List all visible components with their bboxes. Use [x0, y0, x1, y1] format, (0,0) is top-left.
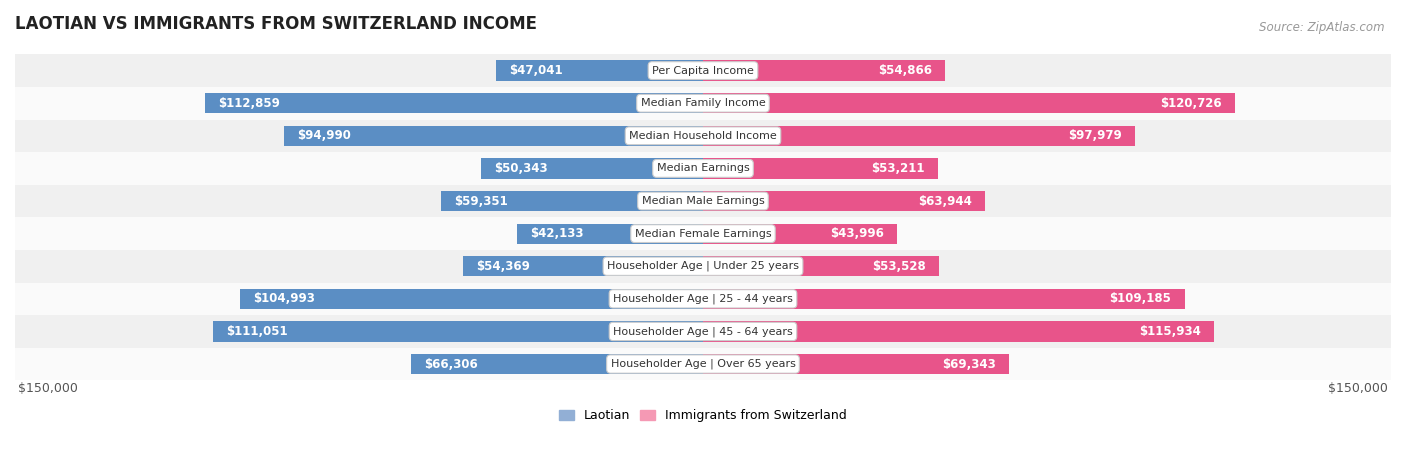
Text: $150,000: $150,000 — [1327, 382, 1388, 395]
Text: $66,306: $66,306 — [423, 358, 478, 370]
Text: $115,934: $115,934 — [1139, 325, 1201, 338]
Text: $104,993: $104,993 — [253, 292, 315, 305]
FancyBboxPatch shape — [8, 217, 1398, 250]
Text: Source: ZipAtlas.com: Source: ZipAtlas.com — [1260, 21, 1385, 34]
FancyBboxPatch shape — [8, 283, 1398, 315]
Bar — [463, 256, 703, 276]
Text: Householder Age | 25 - 44 years: Householder Age | 25 - 44 years — [613, 294, 793, 304]
FancyBboxPatch shape — [8, 152, 1398, 185]
Bar — [240, 289, 703, 309]
Bar — [703, 224, 897, 244]
Text: Householder Age | Under 25 years: Householder Age | Under 25 years — [607, 261, 799, 271]
Text: $59,351: $59,351 — [454, 195, 508, 207]
Bar — [495, 61, 703, 81]
Text: $47,041: $47,041 — [509, 64, 562, 77]
Text: $42,133: $42,133 — [530, 227, 583, 240]
Bar — [411, 354, 703, 374]
FancyBboxPatch shape — [8, 87, 1398, 120]
Text: $50,343: $50,343 — [494, 162, 548, 175]
Bar — [703, 93, 1236, 113]
Text: $69,343: $69,343 — [942, 358, 995, 370]
Bar — [703, 289, 1184, 309]
Bar — [703, 158, 938, 178]
Text: $94,990: $94,990 — [297, 129, 352, 142]
Text: $54,866: $54,866 — [877, 64, 932, 77]
Bar — [214, 321, 703, 341]
Bar — [703, 61, 945, 81]
Text: $43,996: $43,996 — [830, 227, 884, 240]
Legend: Laotian, Immigrants from Switzerland: Laotian, Immigrants from Switzerland — [554, 404, 852, 427]
Text: $150,000: $150,000 — [18, 382, 79, 395]
Text: Median Family Income: Median Family Income — [641, 98, 765, 108]
FancyBboxPatch shape — [8, 315, 1398, 348]
Bar — [441, 191, 703, 211]
Bar — [703, 126, 1135, 146]
Text: Median Earnings: Median Earnings — [657, 163, 749, 173]
Bar — [481, 158, 703, 178]
Text: Householder Age | Over 65 years: Householder Age | Over 65 years — [610, 359, 796, 369]
Text: $54,369: $54,369 — [477, 260, 530, 273]
FancyBboxPatch shape — [8, 54, 1398, 87]
Text: Median Female Earnings: Median Female Earnings — [634, 229, 772, 239]
Bar — [284, 126, 703, 146]
FancyBboxPatch shape — [8, 120, 1398, 152]
Text: Per Capita Income: Per Capita Income — [652, 65, 754, 76]
Bar — [517, 224, 703, 244]
FancyBboxPatch shape — [8, 185, 1398, 217]
Bar — [703, 354, 1010, 374]
Text: $97,979: $97,979 — [1069, 129, 1122, 142]
Text: Median Household Income: Median Household Income — [628, 131, 778, 141]
FancyBboxPatch shape — [8, 250, 1398, 283]
Bar — [703, 191, 986, 211]
Bar — [703, 256, 939, 276]
Text: $109,185: $109,185 — [1109, 292, 1171, 305]
Text: $53,211: $53,211 — [870, 162, 924, 175]
Text: $112,859: $112,859 — [218, 97, 280, 110]
Text: Median Male Earnings: Median Male Earnings — [641, 196, 765, 206]
Bar — [205, 93, 703, 113]
Text: LAOTIAN VS IMMIGRANTS FROM SWITZERLAND INCOME: LAOTIAN VS IMMIGRANTS FROM SWITZERLAND I… — [15, 15, 537, 33]
Text: $63,944: $63,944 — [918, 195, 972, 207]
FancyBboxPatch shape — [8, 348, 1398, 380]
Text: Householder Age | 45 - 64 years: Householder Age | 45 - 64 years — [613, 326, 793, 337]
Text: $120,726: $120,726 — [1160, 97, 1222, 110]
Text: $111,051: $111,051 — [226, 325, 288, 338]
Bar — [703, 321, 1215, 341]
Text: $53,528: $53,528 — [872, 260, 925, 273]
